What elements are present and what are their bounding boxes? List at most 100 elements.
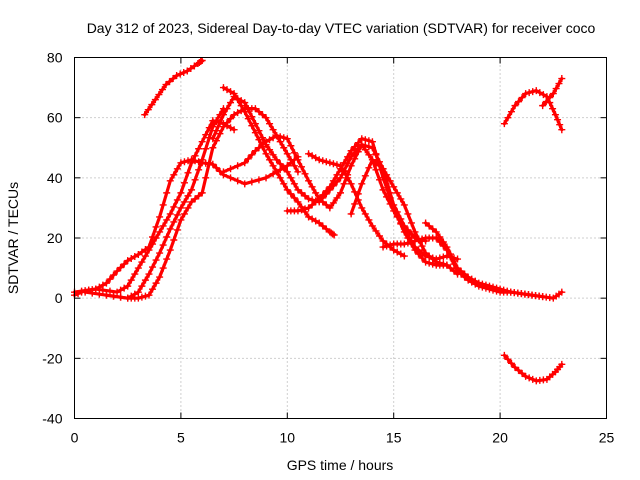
data-point <box>305 213 313 221</box>
x-tick-label: 5 <box>177 430 185 446</box>
data-point <box>379 243 387 251</box>
series-track-13 <box>422 219 547 301</box>
data-point <box>305 195 313 203</box>
data-point <box>404 239 412 247</box>
data-point <box>411 246 419 254</box>
data-point <box>251 147 259 155</box>
data-point <box>177 189 185 197</box>
data-point <box>248 178 256 186</box>
data-point <box>251 105 259 113</box>
data-point <box>166 246 174 254</box>
data-point <box>319 157 327 165</box>
data-point <box>443 243 451 251</box>
data-point <box>159 241 167 249</box>
data-point <box>400 228 408 236</box>
data-point <box>475 279 483 287</box>
data-point <box>276 166 284 174</box>
data-point <box>198 156 206 164</box>
data-point <box>390 246 398 254</box>
data-point <box>156 228 164 236</box>
data-point <box>195 145 203 153</box>
data-point <box>244 155 252 163</box>
series-track-8 <box>219 132 462 263</box>
data-point <box>145 270 153 278</box>
data-point <box>407 219 415 227</box>
data-point <box>546 94 554 102</box>
data-point <box>197 58 205 66</box>
data-point <box>361 136 369 144</box>
y-tick-label: 20 <box>47 230 63 246</box>
data-point <box>166 177 174 185</box>
data-point <box>180 198 188 206</box>
data-point <box>425 259 433 267</box>
data-point <box>330 231 338 239</box>
data-point <box>425 222 433 230</box>
data-point <box>202 131 210 139</box>
data-point <box>539 102 547 110</box>
data-point <box>117 293 125 301</box>
data-point <box>376 176 384 184</box>
data-point <box>326 183 334 191</box>
data-point <box>551 111 559 119</box>
data-point <box>251 129 259 137</box>
data-point <box>329 230 337 238</box>
data-point <box>446 264 454 272</box>
data-point <box>227 88 235 96</box>
data-point <box>312 217 320 225</box>
series-track-16 <box>500 351 566 385</box>
series-track-5 <box>141 57 206 119</box>
data-point <box>422 249 430 257</box>
data-point <box>287 142 295 150</box>
y-tick-label: -40 <box>42 411 62 427</box>
data-point <box>415 236 423 244</box>
data-point <box>461 270 469 278</box>
data-point <box>390 183 398 191</box>
data-point <box>152 234 160 242</box>
data-point <box>308 215 316 223</box>
data-point <box>333 194 341 202</box>
data-point <box>529 375 537 383</box>
data-point <box>198 138 206 146</box>
data-point <box>351 200 359 208</box>
data-point <box>354 139 362 147</box>
data-point <box>144 106 152 114</box>
data-point <box>397 250 405 258</box>
data-point <box>266 136 274 144</box>
data-point <box>92 285 100 293</box>
data-point <box>187 65 195 73</box>
data-point <box>542 98 550 106</box>
data-point <box>558 75 566 83</box>
data-point <box>308 152 316 160</box>
data-point <box>202 174 210 182</box>
data-point <box>319 198 327 206</box>
data-point <box>241 99 249 107</box>
data-point <box>162 81 170 89</box>
data-point <box>283 150 291 158</box>
data-point <box>386 194 394 202</box>
data-point <box>485 282 493 290</box>
data-point <box>141 252 149 260</box>
series-track-12 <box>379 234 566 302</box>
data-point <box>457 267 465 275</box>
data-point <box>312 189 320 197</box>
data-point <box>209 123 217 131</box>
data-point <box>163 233 171 241</box>
data-point <box>365 137 373 145</box>
data-point <box>138 293 146 301</box>
data-point <box>166 210 174 218</box>
data-point <box>372 159 380 167</box>
data-point <box>184 192 192 200</box>
data-point <box>358 180 366 188</box>
data-point <box>241 159 249 167</box>
data-point <box>322 225 330 233</box>
data-point <box>180 179 188 187</box>
data-point <box>262 138 270 146</box>
data-point <box>241 180 249 188</box>
data-point <box>131 270 139 278</box>
data-point <box>372 150 380 158</box>
data-point <box>99 286 107 294</box>
data-point <box>248 122 256 130</box>
data-point <box>511 363 519 371</box>
series-line <box>83 107 226 300</box>
data-point <box>376 162 384 170</box>
